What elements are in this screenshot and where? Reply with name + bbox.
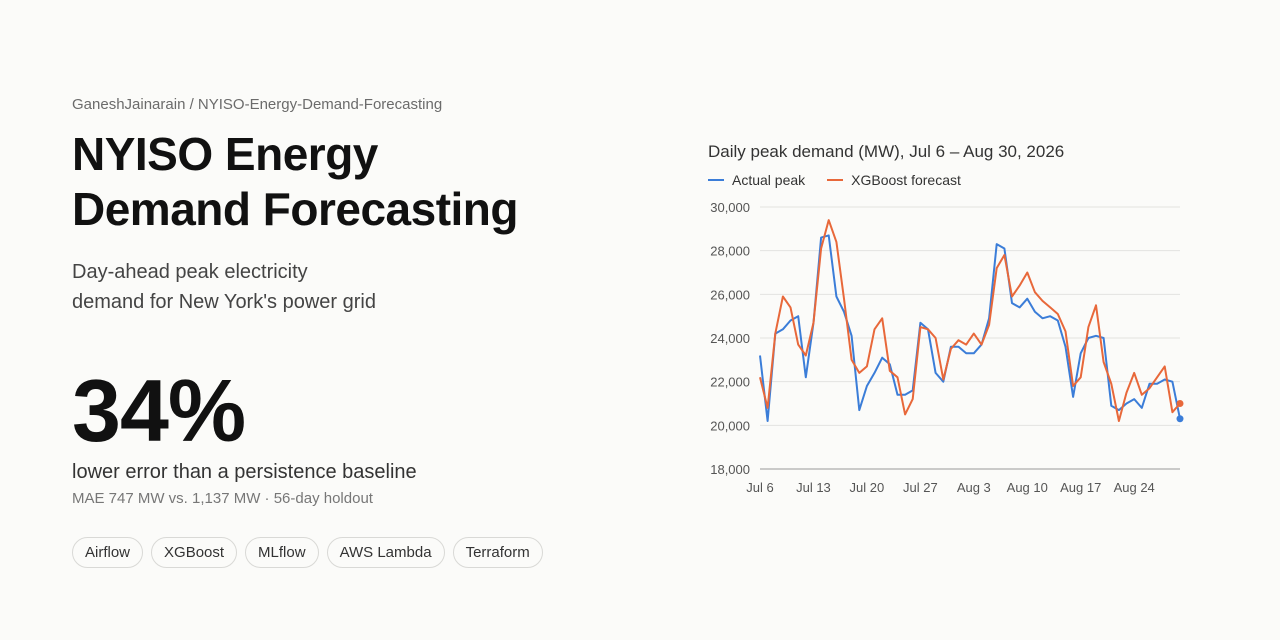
tag-xgboost[interactable]: XGBoost bbox=[151, 537, 238, 568]
x-tick-label: Jul 6 bbox=[746, 480, 773, 495]
legend-swatch-forecast bbox=[827, 179, 844, 181]
metric-caption: lower error than a persistence baseline bbox=[72, 461, 417, 483]
y-tick-label: 30,000 bbox=[710, 200, 750, 215]
y-tick-label: 22,000 bbox=[710, 375, 750, 390]
tag-terraform[interactable]: Terraform bbox=[452, 537, 543, 568]
tag-aws-lambda[interactable]: AWS Lambda bbox=[326, 537, 445, 568]
tag-mlflow[interactable]: MLflow bbox=[245, 537, 319, 568]
chart-title: Daily peak demand (MW), Jul 6 – Aug 30, … bbox=[708, 142, 1065, 161]
metric-detail: MAE 747 MW vs. 1,137 MW · 56-day holdout bbox=[72, 490, 373, 507]
page-title: NYISO Energy Demand Forecasting bbox=[72, 127, 632, 237]
subtitle-line-2: demand for New York's power grid bbox=[72, 291, 376, 313]
legend-swatch-actual bbox=[708, 179, 724, 181]
x-tick-label: Aug 24 bbox=[1114, 480, 1155, 495]
legend-item-forecast[interactable]: XGBoost forecast bbox=[827, 172, 961, 188]
x-tick-label: Aug 10 bbox=[1007, 480, 1048, 495]
tag-airflow[interactable]: Airflow bbox=[72, 537, 144, 568]
legend-label-forecast: XGBoost forecast bbox=[851, 172, 961, 188]
x-tick-label: Jul 27 bbox=[903, 480, 938, 495]
actual-last-point bbox=[1176, 415, 1184, 423]
x-tick-label: Jul 13 bbox=[796, 480, 831, 495]
title-line-2: Demand Forecasting bbox=[72, 183, 519, 235]
repo-path[interactable]: GaneshJainarain / NYISO-Energy-Demand-Fo… bbox=[72, 96, 443, 113]
forecast-line bbox=[759, 219, 1181, 422]
y-tick-label: 28,000 bbox=[710, 244, 750, 259]
x-tick-label: Jul 20 bbox=[850, 480, 885, 495]
title-line-1: NYISO Energy bbox=[72, 128, 378, 180]
hero-panel: GaneshJainarain / NYISO-Energy-Demand-Fo… bbox=[72, 96, 632, 568]
y-tick-label: 18,000 bbox=[710, 462, 750, 477]
actual-peak-line bbox=[759, 234, 1181, 422]
chart-legend: Actual peak XGBoost forecast bbox=[708, 172, 961, 188]
legend-label-actual: Actual peak bbox=[732, 172, 806, 188]
legend-item-actual[interactable]: Actual peak bbox=[708, 172, 805, 188]
demand-chart: 18,000 20,000 22,000 24,000 26,000 28,000 30,0… bbox=[700, 138, 1220, 508]
chart-plot: 18,000 20,000 22,000 24,000 26,000 28,000 30,0… bbox=[710, 200, 1184, 495]
subtitle-line-1: Day-ahead peak electricity bbox=[72, 261, 308, 283]
forecast-last-point bbox=[1176, 400, 1184, 407]
y-tick-label: 26,000 bbox=[710, 287, 750, 302]
y-tick-label: 24,000 bbox=[710, 331, 750, 346]
y-tick-label: 20,000 bbox=[710, 418, 750, 433]
tech-tags: Airflow XGBoost MLflow AWS Lambda Terraf… bbox=[72, 537, 632, 568]
metric-value: 34% bbox=[72, 361, 246, 460]
x-tick-label: Aug 17 bbox=[1060, 480, 1101, 495]
x-tick-label: Aug 3 bbox=[957, 480, 991, 495]
page-subtitle: Day-ahead peak electricity demand for Ne… bbox=[72, 257, 402, 317]
